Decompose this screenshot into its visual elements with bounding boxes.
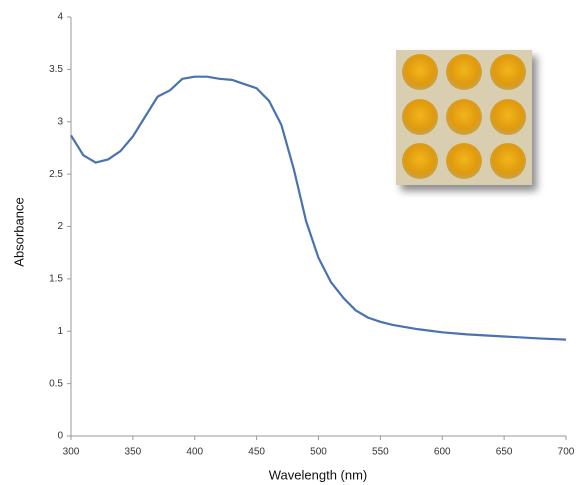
well xyxy=(446,99,482,135)
data-line xyxy=(70,75,567,341)
well xyxy=(446,143,482,179)
y-tick-label: 4 xyxy=(57,12,63,23)
y-tick-label: 2.5 xyxy=(49,169,63,180)
well xyxy=(402,54,438,90)
y-tick-label: 3.5 xyxy=(49,64,63,75)
x-tick-label: 300 xyxy=(63,447,80,458)
well xyxy=(490,99,526,135)
x-tick-label: 550 xyxy=(372,447,389,458)
wells xyxy=(402,54,526,179)
x-tick-label: 400 xyxy=(186,447,203,458)
x-tick-label: 500 xyxy=(310,447,327,458)
y-tick-label: 3 xyxy=(57,116,63,127)
x-tick-label: 700 xyxy=(558,447,575,458)
y-tick-label: 1 xyxy=(57,326,63,337)
well xyxy=(402,143,438,179)
well xyxy=(402,99,438,135)
y-tick-label: 0.5 xyxy=(49,378,63,389)
well xyxy=(446,54,482,90)
y-tick-label: 1.5 xyxy=(49,274,63,285)
well xyxy=(490,54,526,90)
x-tick-label: 450 xyxy=(248,447,265,458)
x-axis-title: Wavelength (nm) xyxy=(269,467,368,482)
y-axis-title: Absorbance xyxy=(11,197,26,266)
y-tick-label: 2 xyxy=(57,221,63,232)
x-tick-label: 650 xyxy=(496,447,513,458)
y-tick-label: 0 xyxy=(57,431,63,442)
inset-photo xyxy=(396,50,532,185)
x-tick-label: 350 xyxy=(125,447,142,458)
well xyxy=(490,143,526,179)
x-tick-label: 600 xyxy=(434,447,451,458)
